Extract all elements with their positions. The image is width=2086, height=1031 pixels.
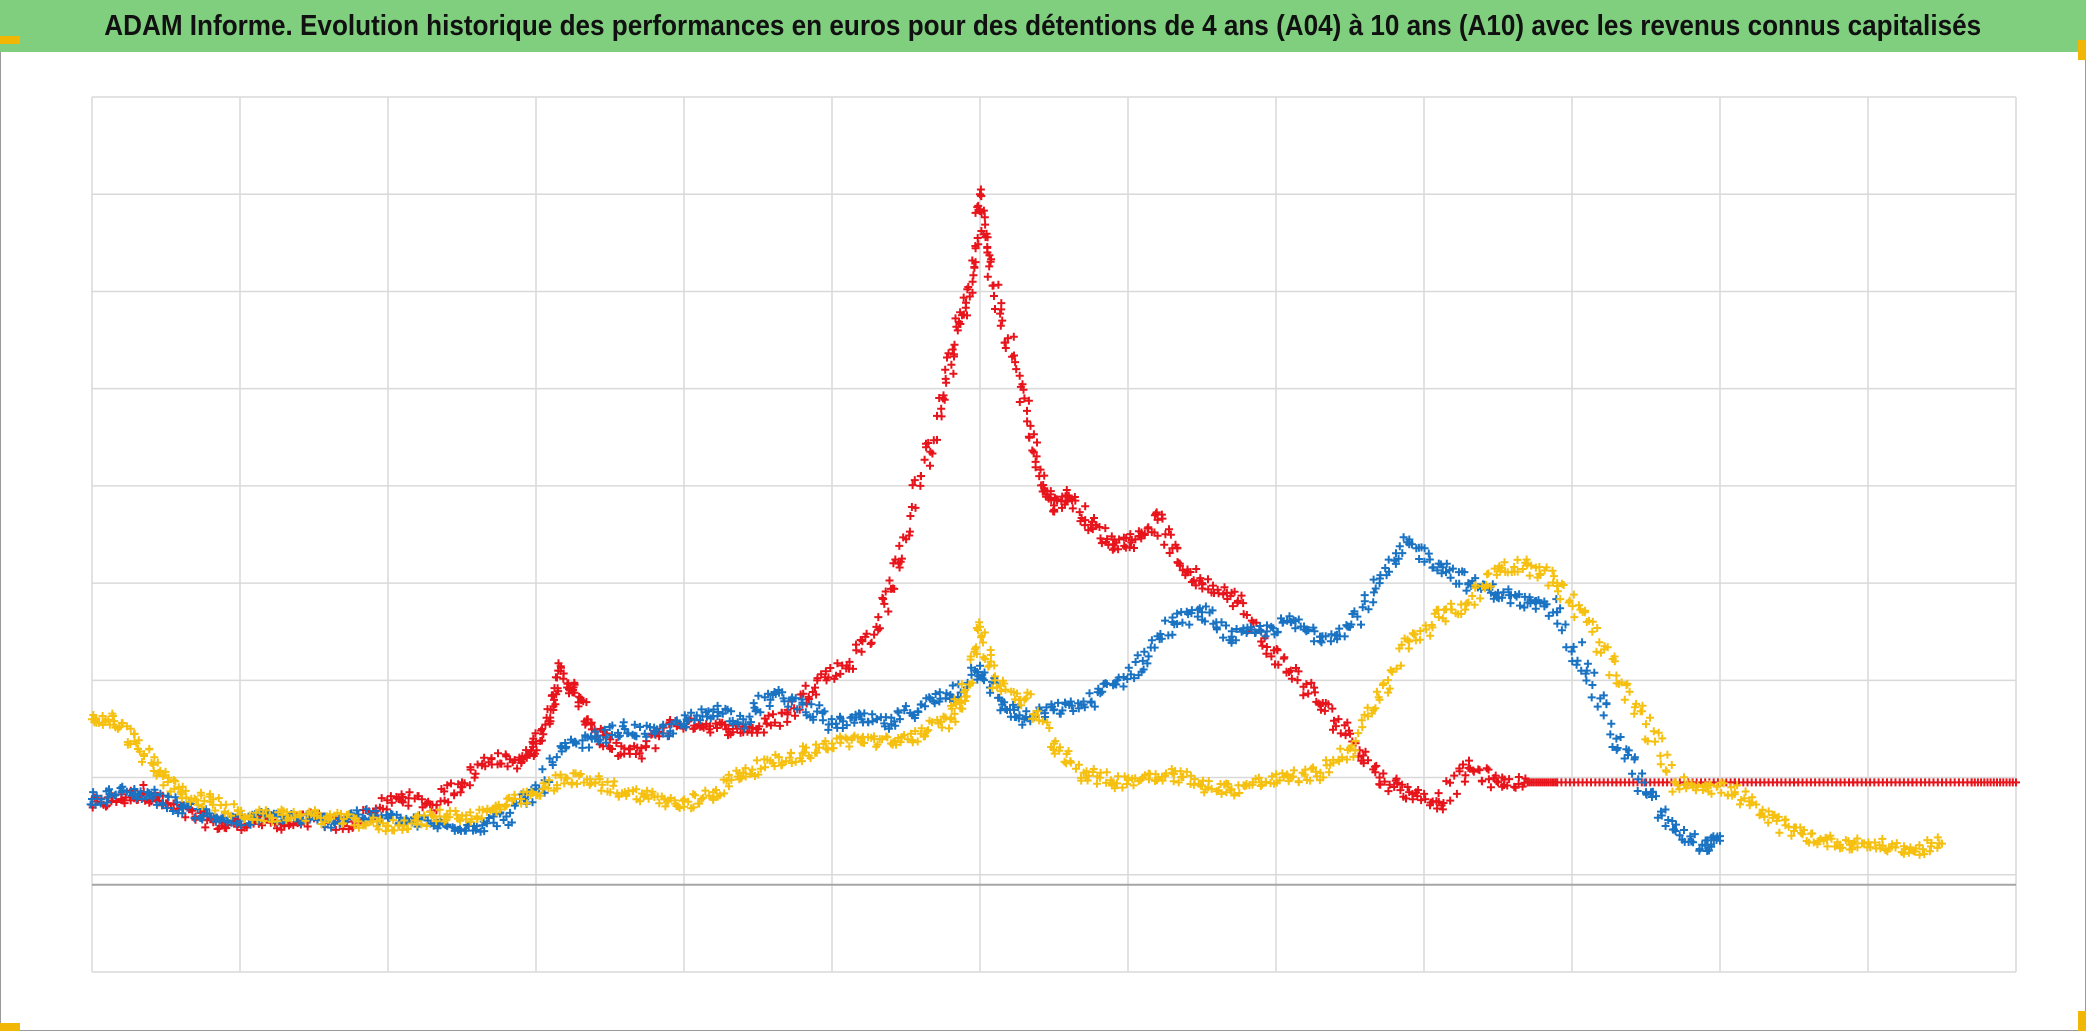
data-point: [1494, 778, 1502, 787]
data-point: [976, 661, 984, 670]
series-markers: [86, 533, 1724, 855]
chart-title: ADAM Informe. Evolution historique des p…: [104, 9, 1982, 42]
data-point: [88, 794, 96, 803]
series-1: [88, 185, 2020, 834]
corner-mark-top-right: [2078, 40, 2086, 60]
series-markers: [88, 185, 2017, 834]
data-point: [1642, 720, 1650, 729]
series-markers: [89, 555, 1944, 859]
data-point: [1198, 608, 1206, 617]
data-point: [1020, 394, 1029, 403]
corner-mark-bottom-left: [0, 1023, 20, 1031]
data-point: [1153, 515, 1162, 524]
title-bar: ADAM Informe. Evolution historique des p…: [0, 0, 2086, 52]
corner-mark-top-left: [0, 36, 20, 44]
series-3: [88, 555, 1946, 859]
series-2: [86, 533, 1724, 855]
grid-lines: [91, 96, 2017, 973]
data-point: [1612, 671, 1621, 680]
series-layer: [86, 185, 2020, 859]
data-point: [1612, 734, 1621, 743]
data-point: [998, 316, 1007, 325]
corner-mark-bottom-right: [2078, 1011, 2086, 1031]
data-point: [1138, 656, 1147, 665]
